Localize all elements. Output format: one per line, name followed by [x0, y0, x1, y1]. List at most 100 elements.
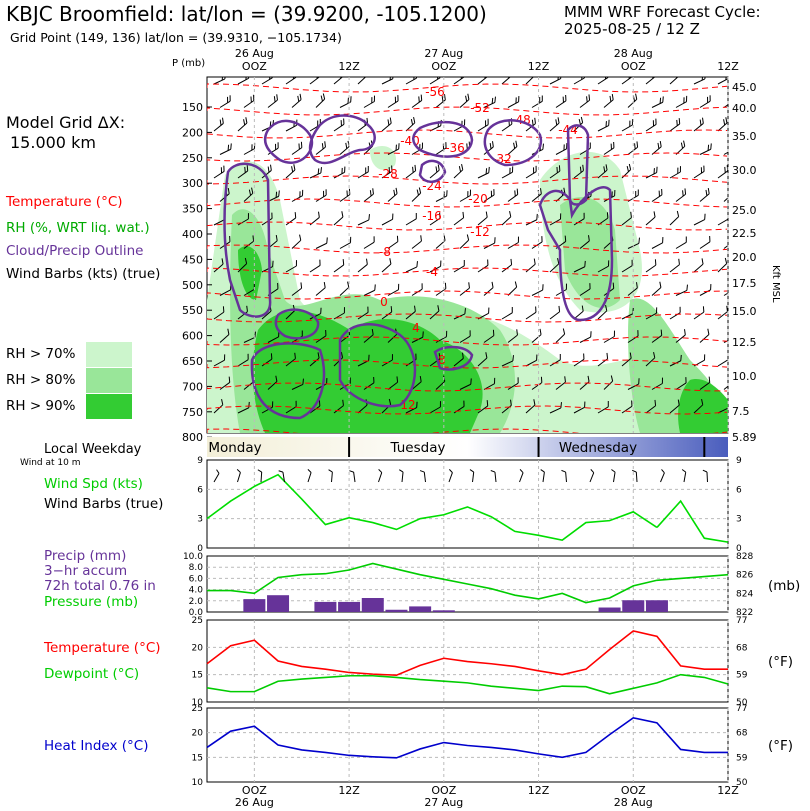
- wind-barb: [405, 164, 417, 179]
- wind-barb: [453, 164, 464, 179]
- pressure-tick-label: 450: [182, 253, 203, 266]
- weekday-label: Monday: [208, 440, 261, 456]
- surface-wind-barb: [490, 470, 497, 483]
- wind-barb: [675, 95, 688, 108]
- kft-tick-label: 35.0: [732, 130, 757, 143]
- wind-barb: [531, 376, 543, 390]
- y-tick-label: 10: [192, 778, 204, 788]
- wind-barb: [285, 400, 297, 414]
- wind-barb: [501, 211, 512, 226]
- wind-barb: [717, 305, 728, 320]
- surface-wind-barb: [419, 470, 426, 483]
- y-tick-label: 15: [192, 671, 203, 681]
- wind-barb: [525, 165, 537, 179]
- wind-barb: [411, 235, 422, 249]
- bottom-hour-label: OOZ: [621, 784, 646, 797]
- wind-barb: [243, 331, 256, 343]
- wind-barb: [357, 77, 368, 85]
- wind-barb: [597, 260, 610, 273]
- wind-barb: [459, 189, 471, 202]
- isotherm: [207, 152, 728, 162]
- wind-barb: [291, 234, 302, 249]
- temp-label: -4: [426, 265, 438, 279]
- precip-accum-label: 3−hr accum: [44, 563, 128, 579]
- isotherm: [207, 244, 728, 254]
- wind-barb: [723, 288, 728, 296]
- precip-bar: [314, 601, 337, 612]
- wind-barb: [627, 378, 640, 390]
- isotherm: [207, 83, 728, 93]
- wind-barb: [723, 240, 728, 249]
- wind-barb: [261, 353, 273, 367]
- wind-barb: [363, 328, 374, 343]
- top-hour-label: 12Z: [338, 60, 360, 73]
- surface-wind-barb: [660, 469, 665, 483]
- y2-tick-label: 68: [736, 729, 748, 739]
- precip-bar: [409, 606, 432, 612]
- wind-barb: [579, 235, 590, 249]
- cloud-outline: [250, 342, 326, 420]
- rh-legend-90: RH > 90%: [6, 394, 136, 420]
- wind-barb: [573, 353, 585, 367]
- wind-barb: [405, 305, 416, 320]
- heat-f-unit: (°F): [768, 738, 794, 754]
- y-tick-label: 6: [197, 485, 203, 495]
- rh-70-swatch: [86, 342, 132, 367]
- wind-barb: [429, 260, 442, 273]
- wind-barb: [621, 352, 632, 367]
- wind-speed-panel: 0 3 6 9 0 3 6 9: [197, 456, 742, 554]
- surface-wind-barb: [540, 469, 545, 483]
- surface-wind-barb: [236, 468, 241, 483]
- wind-barb: [363, 95, 375, 108]
- wind-barb: [573, 77, 585, 85]
- y2-tick-label: 59: [736, 753, 748, 763]
- wind-barb: [597, 164, 608, 179]
- wind-barb: [333, 399, 344, 414]
- wind-barb: [699, 95, 711, 108]
- wind-barb: [549, 165, 561, 179]
- wind-barb: [507, 140, 518, 155]
- y2-tick-label: 9: [736, 456, 742, 466]
- wind-barb: [285, 77, 297, 85]
- wind-barb: [603, 330, 615, 343]
- surface-wind-barb: [631, 469, 638, 483]
- temp-f-unit: (°F): [768, 654, 794, 670]
- wind-barb: [381, 258, 392, 273]
- y-tick-label: 25: [192, 704, 203, 714]
- wind-barb: [693, 77, 706, 85]
- cloud-outline: [338, 323, 417, 408]
- wind-barb: [549, 77, 562, 85]
- wind-barb: [333, 307, 345, 320]
- bottom-date-label: 28 Aug: [614, 796, 653, 809]
- wind-barb: [525, 306, 537, 320]
- top-date-label: 26 Aug: [235, 47, 274, 60]
- surface-wind-barb: [611, 469, 616, 483]
- wind-barb: [573, 401, 586, 414]
- top-hour-label: OOZ: [242, 60, 267, 73]
- wind-barb: [387, 235, 399, 249]
- wind-barb: [459, 330, 471, 343]
- wind-barb: [597, 77, 609, 85]
- wind-barb: [477, 211, 488, 226]
- pressure-tick-label: 800: [182, 431, 203, 444]
- wind-barb: [501, 306, 513, 320]
- wind-barb: [429, 401, 441, 414]
- wind-barb: [387, 143, 400, 155]
- wind-barb: [645, 211, 656, 226]
- wind-barb: [267, 142, 279, 155]
- temp-label: -20: [468, 192, 488, 206]
- kft-tick-label: 25.0: [732, 204, 757, 217]
- wind-barb: [477, 352, 488, 367]
- wind-barb: [693, 213, 706, 226]
- wind-barb: [501, 355, 514, 367]
- wind-barb: [525, 77, 535, 85]
- wind-barb: [237, 213, 249, 226]
- y2-tick-label: 77: [736, 704, 747, 714]
- wind-barb: [435, 330, 448, 343]
- wind-barb: [675, 188, 687, 202]
- wind-barb: [627, 282, 638, 296]
- wind-barb: [381, 77, 394, 85]
- wind-barb: [309, 77, 320, 85]
- wind-barb: [483, 281, 494, 296]
- cloud-outline: [566, 124, 590, 206]
